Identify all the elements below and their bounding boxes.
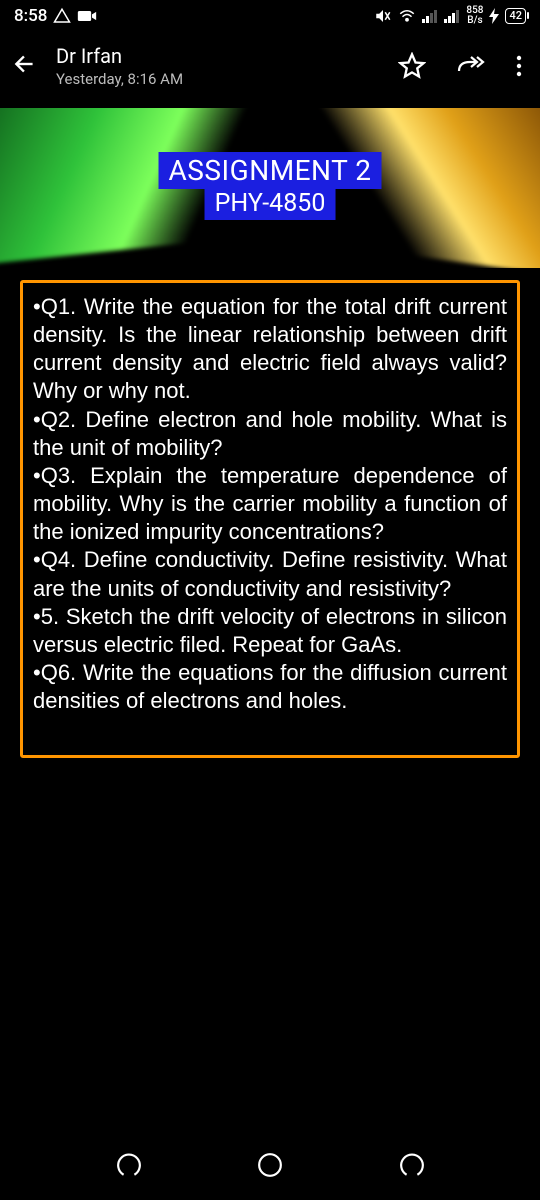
back-nav-icon — [399, 1152, 425, 1178]
home-icon — [257, 1152, 283, 1178]
app-header: Dr Irfan Yesterday, 8:16 AM — [0, 30, 540, 102]
more-button[interactable] — [516, 54, 522, 78]
contact-name: Dr Irfan — [56, 44, 380, 68]
bolt-icon — [489, 8, 499, 24]
question-3: •Q3. Explain the temperature dependence … — [33, 462, 507, 546]
recent-apps-button[interactable] — [116, 1152, 142, 1178]
question-2: •Q2. Define electron and hole mobility. … — [33, 406, 507, 462]
back-button[interactable] — [12, 51, 38, 81]
questions-box: •Q1. Write the equation for the total dr… — [20, 280, 520, 758]
home-button[interactable] — [257, 1152, 283, 1178]
recent-icon — [116, 1152, 142, 1178]
slide-subtitle: PHY-4850 — [205, 189, 336, 220]
slide-title-block: ASSIGNMENT 2 PHY-4850 — [159, 152, 382, 220]
question-5: •5. Sketch the drift velocity of electro… — [33, 603, 507, 659]
header-actions — [398, 52, 522, 80]
question-4: •Q4. Define conductivity. Define resisti… — [33, 546, 507, 602]
back-arrow-icon — [12, 51, 38, 77]
signal-2-icon — [444, 9, 460, 23]
clock: 8:58 — [14, 6, 47, 26]
warning-icon — [53, 7, 71, 25]
more-vert-icon — [516, 54, 522, 78]
message-timestamp: Yesterday, 8:16 AM — [56, 70, 380, 88]
battery-level: 42 — [505, 8, 526, 24]
slide-image[interactable]: ASSIGNMENT 2 PHY-4850 •Q1. Write the equ… — [0, 108, 540, 898]
mute-icon — [374, 7, 392, 25]
forward-icon — [456, 54, 486, 78]
wifi-icon — [398, 9, 416, 23]
system-nav-bar — [0, 1130, 540, 1200]
star-icon — [398, 52, 426, 80]
net-speed-unit: B/s — [467, 16, 482, 26]
question-6: •Q6. Write the equations for the diffusi… — [33, 659, 507, 715]
signal-1-icon — [422, 9, 438, 23]
slide-title: ASSIGNMENT 2 — [159, 152, 382, 189]
status-left-icons: 8:58 — [14, 6, 97, 26]
question-1: •Q1. Write the equation for the total dr… — [33, 293, 507, 406]
header-info[interactable]: Dr Irfan Yesterday, 8:16 AM — [56, 44, 380, 88]
forward-button[interactable] — [456, 54, 486, 78]
status-right-icons: 858 B/s 42 — [374, 6, 526, 26]
camera-icon — [77, 9, 97, 23]
status-bar: 8:58 858 B/s 42 — [0, 0, 540, 30]
star-button[interactable] — [398, 52, 426, 80]
network-speed: 858 B/s — [466, 6, 483, 26]
back-nav-button[interactable] — [399, 1152, 425, 1178]
